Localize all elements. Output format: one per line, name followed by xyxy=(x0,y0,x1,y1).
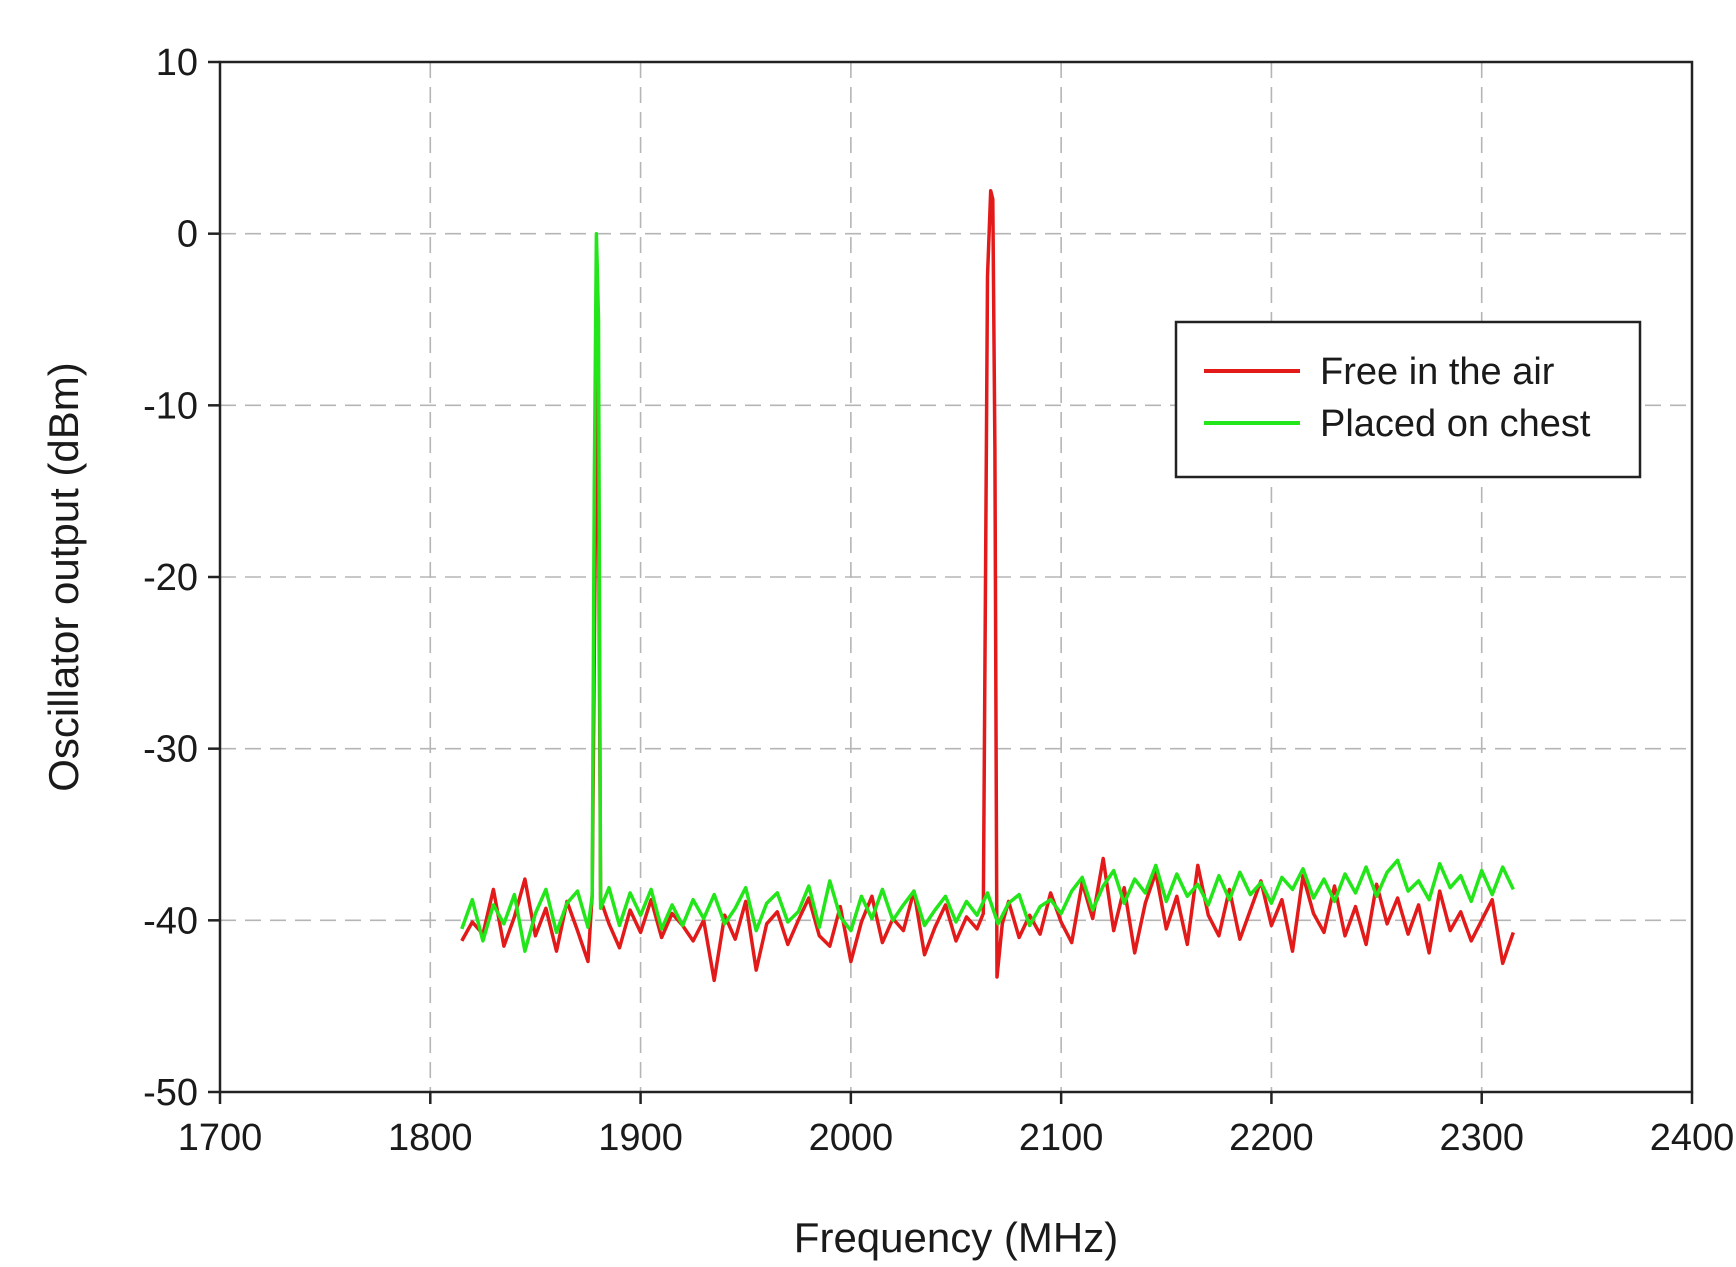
x-tick-label: 1900 xyxy=(598,1117,683,1159)
y-tick-label: -20 xyxy=(143,557,198,599)
x-tick-label: 2300 xyxy=(1439,1117,1524,1159)
y-tick-label: -30 xyxy=(143,729,198,771)
y-tick-label: -50 xyxy=(143,1072,198,1114)
y-tick-label: 0 xyxy=(177,214,198,256)
x-tick-label: 2100 xyxy=(1019,1117,1104,1159)
y-tick-label: -40 xyxy=(143,900,198,942)
x-axis-title: Frequency (MHz) xyxy=(794,1214,1118,1261)
legend-label-free-in-the-air: Free in the air xyxy=(1320,351,1555,393)
series-line-placed-on-chest xyxy=(460,231,1515,953)
x-tick-label: 2000 xyxy=(809,1117,894,1159)
legend-label-placed-on-chest: Placed on chest xyxy=(1320,403,1591,445)
data-series xyxy=(460,189,1515,983)
axis-ticks: 1700 1800 1900 2000 2100 2200 2300 2400 10 0 -10 -2… xyxy=(143,42,1734,1159)
x-tick-label: 2200 xyxy=(1229,1117,1314,1159)
legend-box xyxy=(1174,320,1642,479)
legend: Free in the air Placed on chest xyxy=(1174,320,1642,479)
x-tick-label: 2400 xyxy=(1650,1117,1735,1159)
x-tick-label: 1800 xyxy=(388,1117,473,1159)
y-tick-label: -10 xyxy=(143,385,198,427)
x-tick-label: 1700 xyxy=(178,1117,263,1159)
y-axis-title: Oscillator output (dBm) xyxy=(40,362,87,791)
series-line-free-in-the-air xyxy=(460,189,1515,983)
y-tick-label: 10 xyxy=(156,42,198,84)
